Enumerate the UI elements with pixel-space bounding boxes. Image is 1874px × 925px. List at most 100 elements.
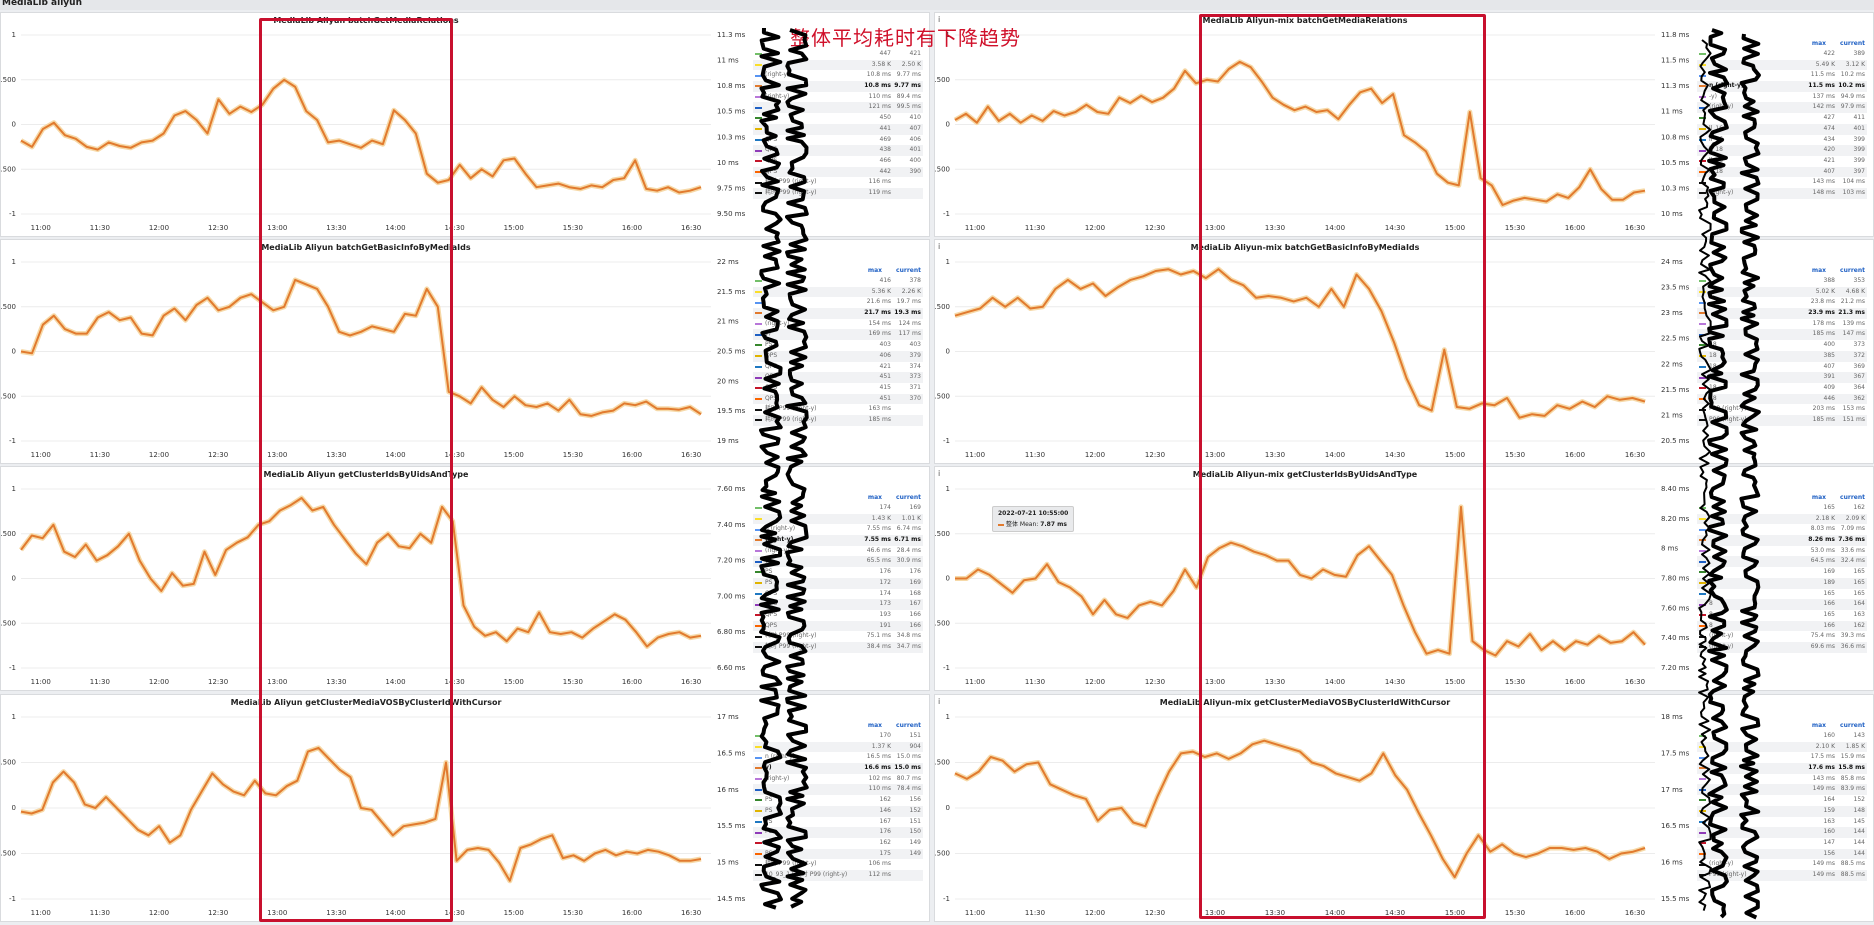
legend-row[interactable]: QPS 406 379 (753, 350, 923, 362)
legend-row[interactable]: 23.9 ms 21.3 ms (1697, 308, 1867, 319)
legend-row[interactable]: 147 144 (1697, 838, 1867, 849)
legend-col-max[interactable]: max (1811, 494, 1827, 501)
info-icon[interactable]: i (938, 469, 941, 478)
legend-row[interactable]: QPS 421 374 (753, 362, 923, 373)
legend-row[interactable]: QPS 415 371 (753, 383, 923, 394)
legend-row[interactable]: (right-y) 69.6 ms 36.6 ms (1697, 641, 1867, 653)
legend-row[interactable]: 10_93_17 耗时 P99 (right-y) 112 ms (753, 869, 923, 881)
legend-row[interactable]: n (right-y) 11.5 ms 10.2 ms (1697, 81, 1867, 92)
legend-row[interactable]: P99 (right-y) 203 ms 153 ms (1697, 404, 1867, 415)
legend-col-max[interactable]: max (867, 722, 883, 729)
legend-row[interactable]: 1.37 K 904 (753, 741, 923, 753)
legend-row[interactable]: 1.43 K 1.01 K (753, 513, 923, 525)
legend-row[interactable]: QPS 442 390 (753, 166, 923, 178)
legend-row[interactable]: 耗时 P99 (right-y) 106 ms (753, 859, 923, 870)
panel-chart[interactable]: 1 0.500 0 -0.500 -1 22 ms 21.5 ms 21 ms 20.5 ms 2… (1, 240, 929, 463)
legend-row[interactable]: 163 145 (1697, 817, 1867, 828)
legend-row[interactable]: 143 ms 104 ms (1697, 177, 1867, 188)
legend-row[interactable]: 53.0 ms 33.6 ms (1697, 546, 1867, 557)
panel-title[interactable]: MediaLib Aliyun-mix batchGetMediaRelatio… (1202, 16, 1408, 25)
series-line[interactable] (20, 278, 702, 417)
legend-row[interactable]: QPS 466 400 (753, 156, 923, 167)
legend-row[interactable]: ll_16 474 401 (1697, 123, 1867, 135)
legend-row[interactable]: (right-y) 46.6 ms 28.4 ms (753, 546, 923, 557)
legend-row[interactable]: PS 175 149 (753, 848, 923, 860)
legend-row[interactable]: 耗时 P99 (right-y) 38.4 ms 34.7 ms (753, 641, 923, 653)
legend-row[interactable]: y) 169 ms 117 ms (753, 329, 923, 341)
legend-row[interactable]: 8.26 ms 7.36 ms (1697, 535, 1867, 546)
legend-row[interactable]: -y) 137 ms 94.9 ms (1697, 92, 1867, 103)
legend-row[interactable]: 17.6 ms 15.8 ms (1697, 763, 1867, 774)
legend-col-max[interactable]: max (1811, 267, 1827, 274)
legend-row[interactable]: P99 (right-y) 185 ms 151 ms (1697, 414, 1867, 426)
legend-row[interactable]: QPS 191 166 (753, 620, 923, 632)
legend-row[interactable]: n (right-y) 16.5 ms 15.0 ms (753, 752, 923, 763)
legend-row[interactable]: PS 162 149 (753, 838, 923, 849)
legend-row[interactable]: 174 169 (753, 503, 923, 514)
legend-row[interactable]: 165 162 (1697, 503, 1867, 514)
legend-row[interactable]: 159 148 (1697, 805, 1867, 817)
panel-chart[interactable]: 1 0.500 0 -0.500 -1 8.40 ms 8.20 ms 8 ms 7.80 ms… (935, 467, 1873, 690)
legend-row[interactable]: 447 421 (753, 49, 923, 60)
legend-row[interactable]: 441 407 (753, 123, 923, 135)
legend-row[interactable]: 18 400 373 (1697, 340, 1867, 351)
legend-row[interactable]: 21.6 ms 19.7 ms (753, 297, 923, 308)
legend-col-max[interactable]: max (867, 267, 883, 274)
legend-row[interactable]: 10.8 ms 9.77 ms (753, 81, 923, 92)
legend-row[interactable]: 11.5 ms 10.2 ms (1697, 70, 1867, 81)
legend-row[interactable]: 17.5 ms 15.9 ms (1697, 752, 1867, 763)
legend-row[interactable]: 2.10 K 1.85 K (1697, 741, 1867, 753)
info-icon[interactable]: i (938, 15, 941, 24)
info-icon[interactable]: i (938, 242, 941, 251)
legend-row[interactable]: 149 ms 83.9 ms (1697, 784, 1867, 796)
panel-title[interactable]: MediaLib Aliyun getClusterMediaVOSByClus… (230, 698, 502, 707)
legend-col-max[interactable]: max (1811, 722, 1827, 729)
legend-row[interactable]: PS 176 176 (753, 567, 923, 578)
legend-row[interactable]: 18 446 362 (1697, 393, 1867, 405)
legend-row[interactable]: 169 165 (1697, 567, 1867, 578)
legend-row[interactable]: (right-y) 102 ms 80.7 ms (753, 774, 923, 785)
legend-row[interactable]: 8 166 164 (1697, 599, 1867, 610)
legend-row[interactable]: 2.18 K 2.09 K (1697, 513, 1867, 525)
legend-row[interactable]: PS 162 156 (753, 795, 923, 806)
legend-row[interactable]: 23.8 ms 21.2 ms (1697, 297, 1867, 308)
legend-row[interactable]: 8 166 162 (1697, 620, 1867, 632)
legend-row[interactable]: (right-y) 154 ms 124 ms (753, 319, 923, 330)
legend-row[interactable]: 8 189 165 (1697, 577, 1867, 589)
legend-row[interactable]: 21.7 ms 19.3 ms (753, 308, 923, 319)
legend-row[interactable]: 18 385 372 (1697, 350, 1867, 362)
legend-row[interactable]: PS 146 152 (753, 805, 923, 817)
legend-row[interactable]: 121 ms 99.5 ms (753, 102, 923, 114)
legend-row[interactable]: ll_18 407 397 (1697, 166, 1867, 178)
legend-row[interactable]: 耗时 P99 (right-y) 75.1 ms 34.8 ms (753, 631, 923, 642)
legend-row[interactable]: (right-y) 75.4 ms 39.3 ms (1697, 631, 1867, 642)
legend-col-max[interactable]: max (867, 494, 883, 501)
legend-row[interactable]: 耗时 P99 (right-y) 116 ms (753, 177, 923, 188)
legend-row[interactable]: 143 ms 85.8 ms (1697, 774, 1867, 785)
legend-row[interactable]: 160 144 (1697, 827, 1867, 838)
legend-row[interactable]: 18 409 364 (1697, 383, 1867, 394)
legend-row[interactable]: 5.36 K 2.26 K (753, 286, 923, 298)
legend-row[interactable]: ll_18 421 399 (1697, 156, 1867, 167)
legend-row[interactable]: QPS 173 167 (753, 599, 923, 610)
legend-row[interactable]: 耗时 P99 (right-y) 119 ms (753, 187, 923, 199)
panel-chart[interactable]: 1 0.500 0 -0.500 -1 11.8 ms 11.5 ms 11.3 ms 11 m… (935, 13, 1873, 236)
series-line[interactable] (20, 497, 702, 648)
legend-row[interactable]: 422 389 (1697, 49, 1867, 60)
legend-row[interactable]: 5.49 K 3.12 K (1697, 59, 1867, 71)
panel-chart[interactable]: 1 0.500 0 -0.500 -1 24 ms 23.5 ms 23 ms 22.5 ms 2… (935, 240, 1873, 463)
legend-row[interactable]: ll_16 434 399 (1697, 135, 1867, 146)
legend-col-current[interactable]: current (1840, 722, 1865, 729)
legend-row[interactable]: 64.5 ms 32.4 ms (1697, 556, 1867, 568)
legend-row[interactable]: (right-y) 148 ms 103 ms (1697, 187, 1867, 199)
legend-row[interactable]: QPS 438 401 (753, 145, 923, 156)
legend-row[interactable]: 8 165 165 (1697, 589, 1867, 600)
legend-row[interactable]: ll_18 420 399 (1697, 145, 1867, 156)
legend-row[interactable]: 156 144 (1697, 848, 1867, 860)
legend-row[interactable]: (right-y) 149 ms 88.5 ms (1697, 859, 1867, 870)
panel-chart[interactable]: 1 0.500 0 -0.500 -1 7.60 ms 7.40 ms 7.20 ms 7.00… (1, 467, 929, 690)
legend-row[interactable]: (right-y) 7.55 ms 6.71 ms (753, 535, 923, 546)
info-icon[interactable]: i (938, 697, 941, 706)
panel-title[interactable]: MediaLib Aliyun-mix getClusterMediaVOSBy… (1159, 698, 1451, 707)
legend-row[interactable]: QPS 174 168 (753, 589, 923, 600)
